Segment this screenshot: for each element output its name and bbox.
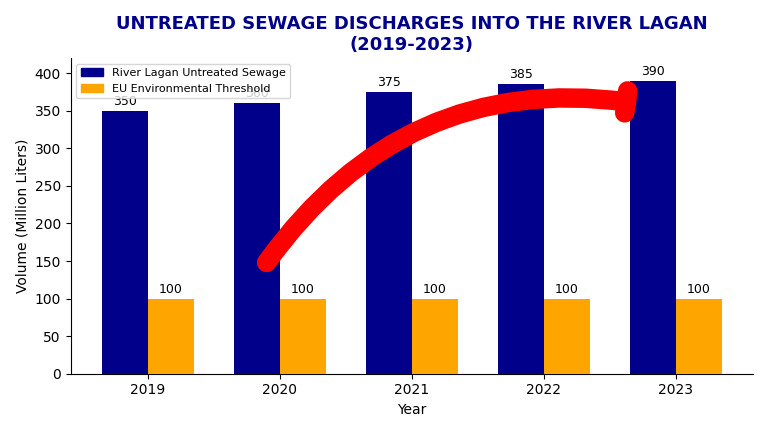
Text: 100: 100: [687, 283, 711, 295]
Text: 375: 375: [377, 76, 401, 89]
Bar: [630, 81, 676, 374]
Bar: [280, 299, 326, 374]
Bar: [676, 299, 722, 374]
Text: 100: 100: [291, 283, 315, 295]
Bar: [412, 299, 458, 374]
Text: 100: 100: [423, 283, 447, 295]
Bar: [498, 84, 544, 374]
Legend: River Lagan Untreated Sewage, EU Environmental Threshold: River Lagan Untreated Sewage, EU Environ…: [76, 64, 290, 98]
Text: 100: 100: [555, 283, 579, 295]
Text: 390: 390: [641, 65, 664, 78]
Bar: [101, 111, 148, 374]
Text: 385: 385: [508, 68, 533, 81]
Text: 360: 360: [245, 87, 269, 100]
Text: 100: 100: [159, 283, 183, 295]
Bar: [233, 103, 280, 374]
Bar: [148, 299, 194, 374]
Text: 350: 350: [113, 95, 137, 108]
Bar: [366, 92, 412, 374]
Bar: [544, 299, 590, 374]
Y-axis label: Volume (Million Liters): Volume (Million Liters): [15, 139, 29, 293]
Title: UNTREATED SEWAGE DISCHARGES INTO THE RIVER LAGAN
(2019-2023): UNTREATED SEWAGE DISCHARGES INTO THE RIV…: [116, 15, 707, 54]
X-axis label: Year: Year: [397, 403, 426, 417]
